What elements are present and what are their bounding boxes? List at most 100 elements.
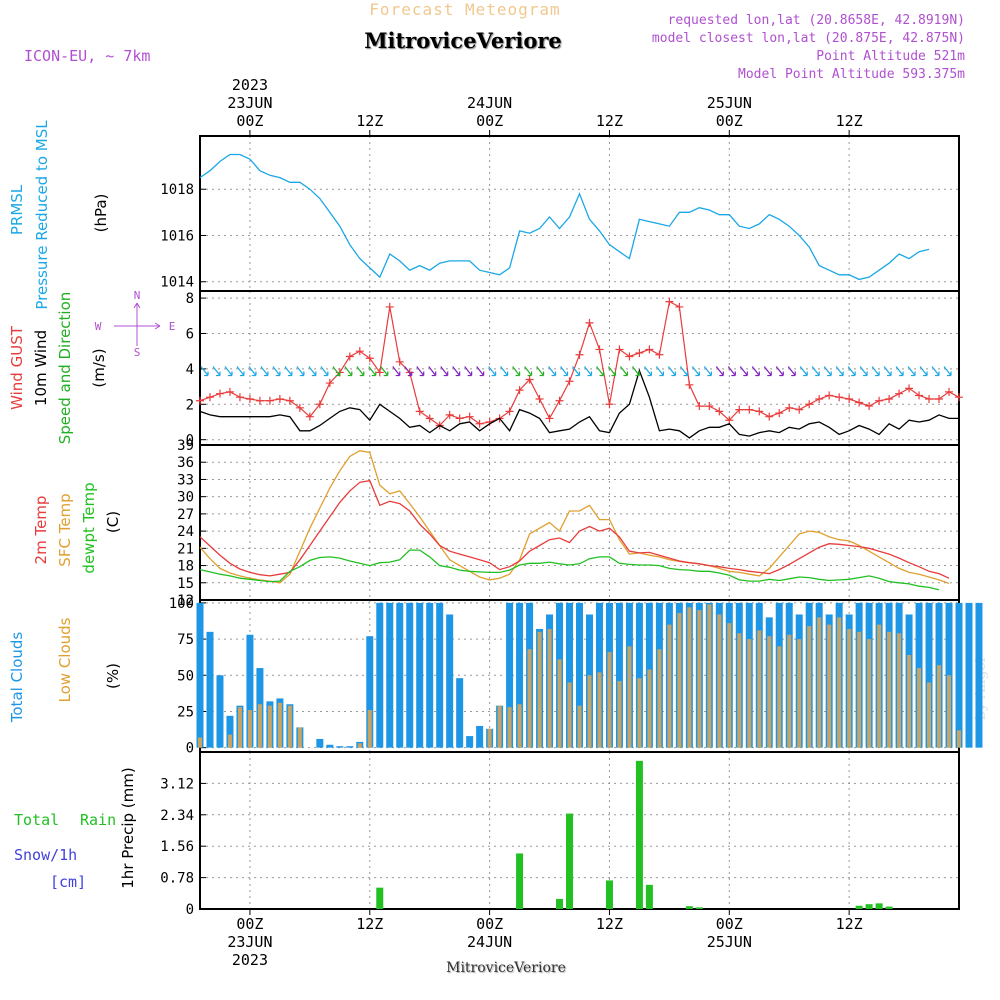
gust-marker: [935, 394, 944, 403]
wind-direction-arrow: [931, 366, 940, 377]
y-tick-label: 4: [186, 362, 194, 378]
gust-marker: [455, 414, 464, 423]
gust-marker: [775, 409, 784, 418]
gust-marker: [255, 396, 264, 405]
gust-label: Wind GUST: [8, 325, 26, 410]
wind-direction-arrow: [476, 366, 485, 377]
gust-marker: [695, 402, 704, 411]
total-clouds-bar: [576, 602, 583, 748]
wind-direction-arrow: [691, 366, 700, 377]
gust-marker: [465, 412, 474, 421]
y-tick-label: 25: [177, 704, 194, 720]
gust-marker: [615, 345, 624, 354]
low-clouds-bar: [277, 702, 282, 748]
rain-bar: [875, 903, 883, 909]
rain-bar: [695, 907, 703, 909]
wind-direction-arrow: [619, 366, 629, 377]
gust-marker: [385, 302, 394, 311]
total-clouds-bar: [416, 602, 424, 748]
total-clouds-bar: [925, 602, 933, 748]
y-tick-label: 18: [177, 559, 194, 575]
wind-direction-arrow: [356, 366, 365, 377]
low-clouds-bar: [727, 623, 732, 748]
y-tick-label: 15: [177, 576, 194, 592]
point-altitude: Point Altitude 521m: [816, 49, 965, 64]
low-clouds-bar: [647, 669, 652, 748]
wind-direction-arrow: [572, 366, 581, 377]
low-clouds-bar: [797, 639, 802, 748]
wind-direction-arrow: [907, 366, 916, 377]
y-tick-label: 2.34: [160, 808, 194, 824]
wind-direction-arrow: [943, 366, 952, 377]
top-time-label: 00Z: [236, 112, 263, 130]
gust-marker: [595, 345, 604, 354]
gust-marker: [705, 402, 714, 411]
sfc-temp-line: [199, 450, 950, 585]
wind-direction-arrow: [560, 366, 569, 377]
cloud-unit: (%): [104, 663, 122, 689]
low-clouds-bar: [757, 630, 762, 748]
compass-north: N: [134, 289, 141, 302]
wind-direction-arrow: [811, 366, 820, 377]
low-clouds-bar: [247, 710, 252, 748]
total-clouds-bar: [246, 634, 254, 748]
gust-marker: [815, 394, 824, 403]
temp-unit: (C): [104, 511, 122, 533]
total-clouds-bar: [206, 631, 214, 748]
sfc-temp-label: SFC Temp: [56, 493, 74, 566]
gust-marker: [725, 416, 734, 425]
wind-direction-arrow: [739, 366, 748, 377]
gust-marker: [215, 389, 224, 398]
bottom-time-label: 00Z: [716, 915, 743, 933]
gust-marker: [285, 396, 294, 405]
low-clouds-bar: [947, 675, 952, 748]
low-clouds-bar: [807, 626, 812, 748]
gust-marker: [555, 396, 564, 405]
gust-marker: [565, 377, 574, 386]
gust-marker: [605, 400, 614, 409]
y-tick-label: 100: [169, 596, 194, 612]
total-clouds-bar: [615, 602, 623, 748]
gust-marker: [415, 407, 424, 416]
gust-marker: [885, 394, 894, 403]
bottom-location: MitroviceVeriore: [446, 960, 566, 976]
gust-marker: [915, 391, 924, 400]
low-clouds-bar: [227, 734, 232, 748]
low-clouds-bar: [257, 704, 262, 748]
requested-coords: requested lon,lat (20.8658E, 42.8919N): [668, 13, 965, 28]
cloud-panel-title: Total Clouds Low Clouds (%): [8, 617, 122, 723]
wind-direction-arrow: [584, 366, 593, 377]
total-clouds-bar: [446, 614, 454, 748]
rain-bar: [645, 884, 653, 909]
total-clouds-bar: [476, 725, 484, 748]
low-clouds-bar: [767, 636, 772, 748]
low-clouds-bar: [927, 682, 932, 748]
gust-marker: [895, 389, 904, 398]
wind-direction-arrow: [212, 366, 221, 377]
y-tick-label: 6: [186, 326, 194, 342]
total-clouds-bar: [426, 602, 434, 748]
total-clouds-bar: [216, 675, 224, 748]
low-clouds-bar: [577, 705, 582, 748]
precip-panel-title: Total Rain Snow/1h [cm] 1hr Precip (mm): [14, 767, 137, 891]
wind-direction-arrow: [799, 366, 808, 377]
rain-bar: [556, 898, 564, 909]
total-clouds-bar: [965, 602, 973, 748]
wind-direction-arrow: [428, 366, 437, 377]
wind-direction-arrow: [919, 366, 928, 377]
panel-frame: [199, 135, 960, 292]
gust-marker: [305, 412, 314, 421]
wind-direction-arrow: [751, 366, 760, 377]
low-clouds-bar: [777, 646, 782, 748]
rain-bar: [635, 760, 643, 909]
wind-direction-arrow: [859, 366, 868, 377]
low-clouds-bar: [497, 705, 502, 748]
low-clouds-bar: [717, 614, 722, 748]
low-clouds-bar: [837, 617, 842, 748]
gust-marker: [845, 394, 854, 403]
low-clouds-bar: [357, 743, 362, 748]
closest-coords: model closest lon,lat (20.875E, 42.875N): [652, 31, 965, 46]
y-tick-label: 39: [177, 438, 194, 454]
wind-direction-arrow: [607, 366, 617, 377]
